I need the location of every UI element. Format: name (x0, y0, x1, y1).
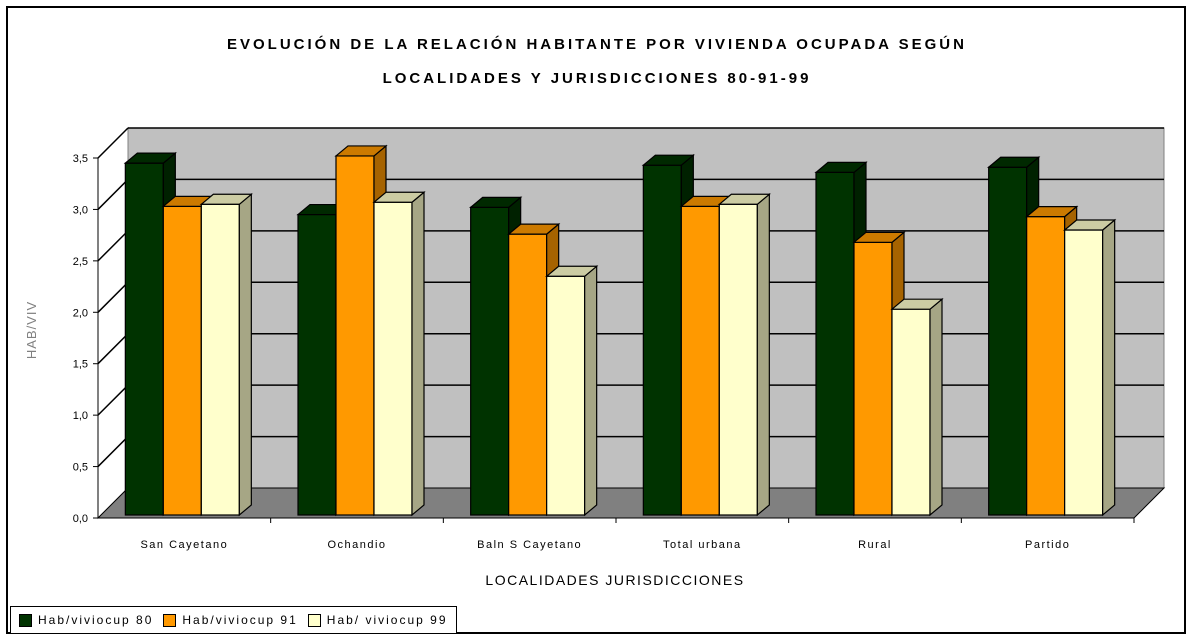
chart-side-wall (97, 126, 129, 520)
bar (988, 166, 1028, 516)
gridline-side (97, 436, 129, 468)
bar-side (584, 265, 598, 517)
bar-top (987, 156, 1041, 168)
chart-title: EVOLUCIÓN DE LA RELACIÓN HABITANTE POR V… (227, 36, 967, 53)
bar (335, 155, 375, 516)
bar-top (890, 298, 944, 310)
bar (200, 203, 240, 516)
bar (680, 205, 720, 516)
bar (508, 233, 548, 516)
bar (1026, 216, 1066, 516)
gridline-side (97, 178, 129, 210)
bar-side (1102, 218, 1116, 517)
y-tick-label: 0,0 (73, 513, 88, 525)
y-tick-label: 3,0 (73, 204, 88, 216)
bar-top (814, 161, 868, 173)
bar-top (123, 152, 177, 164)
legend-item-80: Hab/viviocup 80 (19, 613, 153, 627)
chart-subtitle: LOCALIDADES Y JURISDICCIONES 80-91-99 (382, 70, 812, 87)
y-tick-label: 2,0 (73, 307, 88, 319)
y-tick-label: 1,0 (73, 410, 88, 422)
y-tick-label: 1,5 (73, 359, 88, 371)
gridline-side (97, 333, 129, 365)
x-axis-label: LOCALIDADES JURISDICCIONES (485, 572, 744, 588)
bar-top (469, 196, 523, 208)
x-tick-label: Ochandio (327, 539, 386, 551)
bar (297, 213, 337, 516)
bar-top (372, 191, 426, 203)
x-tick-label: Baln S Cayetano (477, 539, 582, 551)
legend-swatch-91 (163, 613, 177, 627)
gridline-side (97, 384, 129, 416)
gridline-side (97, 127, 129, 159)
legend-swatch-99 (307, 613, 321, 627)
legend-item-99: Hab/ viviocup 99 (307, 613, 448, 627)
gridline-side (97, 281, 129, 313)
bar-side (411, 190, 425, 517)
bar (470, 206, 510, 516)
legend-item-91: Hab/viviocup 91 (163, 613, 297, 627)
bar (124, 162, 164, 516)
bar-top (334, 145, 388, 157)
legend-label-99: Hab/ viviocup 99 (326, 613, 448, 627)
bar (853, 241, 893, 516)
y-tick-label: 3,5 (73, 153, 88, 165)
bar-top (641, 154, 695, 166)
y-axis-label: HAB/VIV (24, 301, 39, 359)
bar (546, 275, 586, 516)
x-tick-label: Partido (1025, 539, 1070, 551)
gridline-side (97, 230, 129, 262)
legend: Hab/viviocup 80 Hab/viviocup 91 Hab/ viv… (10, 606, 457, 634)
bar-top (852, 231, 906, 243)
bar-side (756, 193, 770, 517)
bar (162, 205, 202, 516)
bar (718, 203, 758, 516)
bar (373, 201, 413, 516)
legend-label-91: Hab/viviocup 91 (182, 613, 298, 627)
bar-top (1025, 206, 1079, 218)
bar-side (238, 193, 252, 517)
bar (815, 171, 855, 516)
bar-top (717, 193, 771, 205)
bar-side (929, 297, 943, 517)
bar-top (1063, 219, 1117, 231)
y-tick-label: 0,5 (73, 462, 88, 474)
x-tick-label: Total urbana (663, 539, 742, 551)
bar (642, 164, 682, 516)
legend-label-80: Hab/viviocup 80 (38, 613, 154, 627)
x-tick-label: San Cayetano (140, 539, 228, 551)
x-tick-label: Rural (858, 539, 892, 551)
bar-top (507, 223, 561, 235)
bar-top (199, 193, 253, 205)
legend-swatch-80 (19, 613, 32, 627)
y-tick-label: 2,5 (73, 256, 88, 268)
bar (1064, 229, 1104, 516)
bar (891, 308, 931, 516)
bar-top (545, 265, 599, 277)
